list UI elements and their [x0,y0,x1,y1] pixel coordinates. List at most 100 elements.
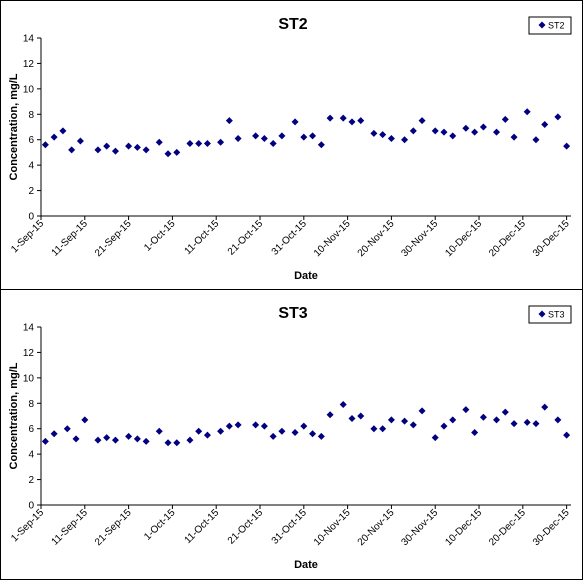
y-tick-label: 0 [28,212,34,223]
data-point [554,113,562,121]
data-point [173,439,181,447]
data-point [173,148,181,156]
data-point [541,403,549,411]
data-point [300,133,308,141]
data-point [63,425,71,433]
data-point [348,118,356,126]
x-axis-label: Date [294,270,318,282]
y-tick-label: 8 [28,110,34,121]
data-point [370,129,378,137]
x-tick-label: 10-Nov-15 [312,507,353,548]
data-point [370,425,378,433]
data-point [203,431,211,439]
data-point [81,416,89,424]
data-point [554,416,562,424]
data-point [111,436,119,444]
y-tick-label: 6 [28,424,34,435]
data-point [142,437,150,445]
data-point [291,429,299,437]
legend-box [528,16,572,35]
x-tick-label: 30-Nov-15 [400,507,441,548]
data-point [510,133,518,141]
data-point [260,422,268,430]
data-point [269,432,277,440]
data-point [300,422,308,430]
data-point [269,140,277,148]
data-point [50,133,58,141]
y-tick-label: 12 [23,59,35,70]
data-point [186,436,194,444]
x-tick-label: 30-Dec-15 [531,507,572,548]
data-points [41,401,571,447]
data-point [462,124,470,132]
x-tick-label: 10-Dec-15 [443,507,484,548]
data-point [125,432,133,440]
y-tick-label: 14 [23,323,35,334]
data-point [418,407,426,415]
data-point [260,134,268,142]
data-point [449,132,457,140]
x-tick-label: 20-Nov-15 [356,218,397,259]
x-tick-label: 20-Nov-15 [356,507,397,548]
y-tick-label: 14 [23,34,35,45]
data-point [387,134,395,142]
y-tick-label: 8 [28,399,34,410]
data-point [501,115,509,123]
data-point [471,429,479,437]
y-tick-label: 2 [28,186,34,197]
data-point [217,138,225,146]
x-tick-label: 21-Oct-15 [226,507,266,547]
legend-label: ST2 [548,21,565,31]
data-point [252,132,260,140]
data-point [41,141,49,149]
x-tick-label: 1-Sep-15 [9,218,46,255]
y-tick-label: 6 [28,135,34,146]
data-point [317,432,325,440]
data-point [339,401,347,409]
x-tick-label: 31-Oct-15 [270,218,310,258]
data-point [50,430,58,438]
data-point [317,141,325,149]
chart-title: ST2 [278,16,307,33]
data-point [133,435,141,443]
x-tick-label: 21-Oct-15 [226,218,266,258]
data-point [94,436,102,444]
data-point [195,140,203,148]
data-point [252,421,260,429]
data-point [309,430,317,438]
data-point [510,420,518,428]
data-point [431,127,439,135]
data-point [278,132,286,140]
data-point [471,128,479,136]
x-axis-ticks: 1-Sep-15 11-Sep-15 21-Sep-15 1-Oct-15 11-Oct… [9,216,572,259]
data-point [278,427,286,435]
legend-marker [538,21,546,29]
y-tick-label: 4 [28,161,34,172]
data-point [155,138,163,146]
data-point [195,427,203,435]
data-point [387,416,395,424]
data-point [225,117,233,125]
legend-marker [538,310,546,318]
data-point [418,117,426,125]
data-point [523,418,531,426]
x-tick-label: 1-Oct-15 [142,507,178,543]
x-tick-label: 1-Sep-15 [9,507,46,544]
data-point [563,142,571,150]
x-tick-label: 31-Oct-15 [270,507,310,547]
x-tick-label: 11-Sep-15 [50,507,91,548]
x-tick-label: 21-Sep-15 [93,507,134,548]
x-tick-label: 10-Dec-15 [443,218,484,259]
y-axis-ticks: 0 2 4 6 8 10 12 14 [23,323,41,512]
data-point [501,408,509,416]
data-point [94,146,102,154]
data-point [409,127,417,135]
data-point [326,114,334,122]
data-point [103,142,111,150]
x-axis-label: Date [294,559,318,571]
data-point [41,437,49,445]
y-tick-label: 12 [23,348,35,359]
x-axis-ticks: 1-Sep-15 11-Sep-15 21-Sep-15 1-Oct-15 11-Oct… [9,505,572,548]
data-point [309,132,317,140]
